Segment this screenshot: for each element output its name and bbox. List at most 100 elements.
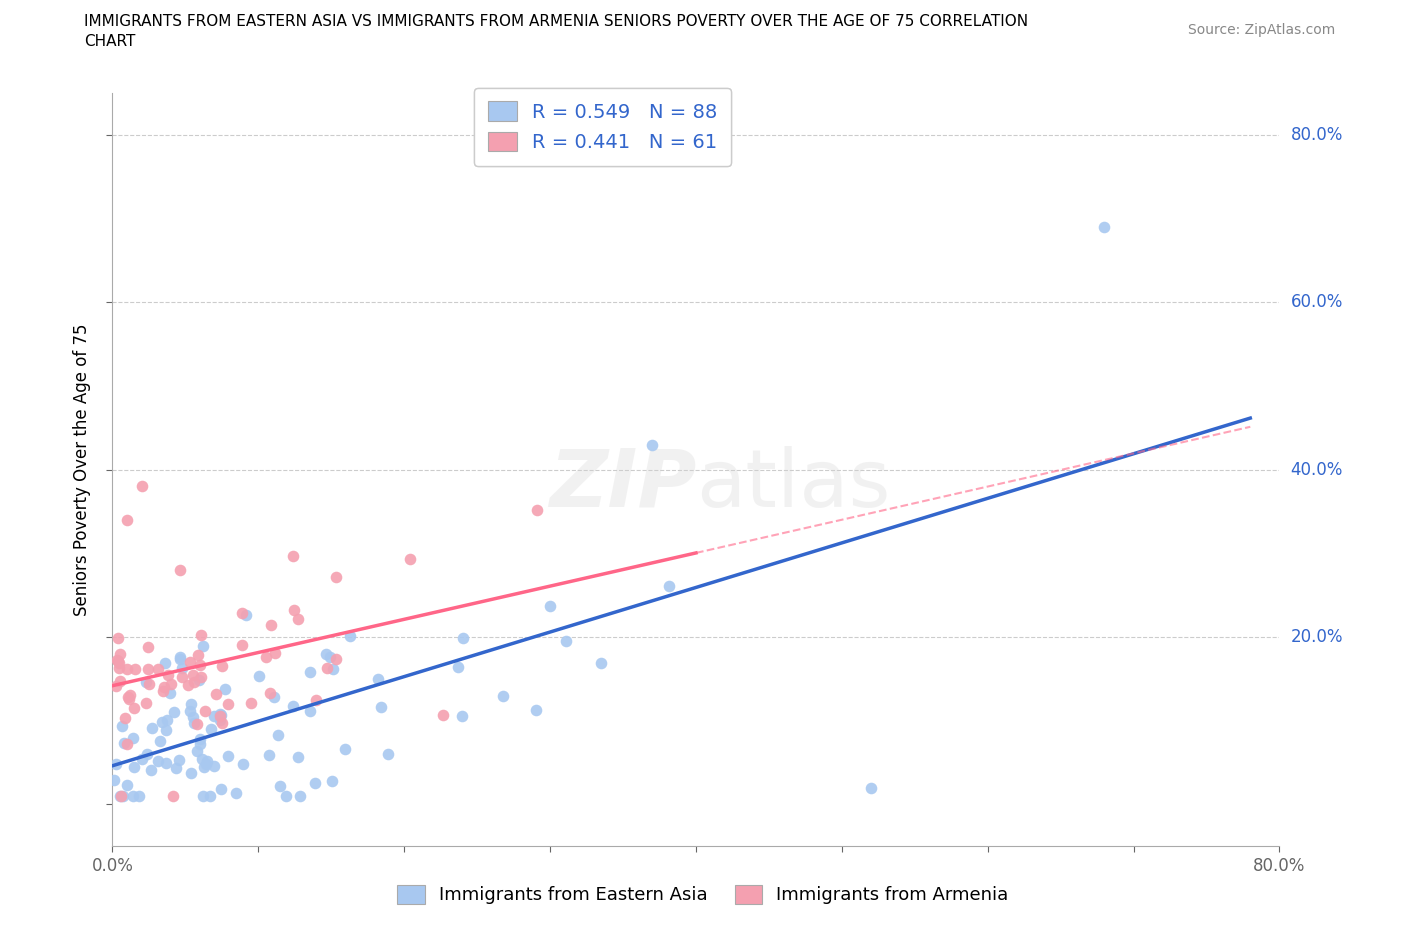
Text: IMMIGRANTS FROM EASTERN ASIA VS IMMIGRANTS FROM ARMENIA SENIORS POVERTY OVER THE: IMMIGRANTS FROM EASTERN ASIA VS IMMIGRAN… bbox=[84, 14, 1028, 29]
Point bbox=[156, 712, 179, 727]
Point bbox=[202, 708, 225, 723]
Point bbox=[247, 669, 270, 684]
Point bbox=[120, 687, 142, 702]
Point bbox=[136, 639, 159, 654]
Point bbox=[105, 653, 128, 668]
Point bbox=[122, 760, 145, 775]
Point bbox=[180, 697, 202, 711]
Point bbox=[225, 785, 247, 800]
Point bbox=[181, 668, 204, 683]
Point bbox=[149, 734, 172, 749]
Point bbox=[183, 674, 205, 689]
Point bbox=[115, 777, 138, 792]
Point bbox=[141, 720, 163, 735]
Point bbox=[108, 655, 131, 670]
Point bbox=[209, 781, 232, 796]
Point bbox=[112, 736, 135, 751]
Point bbox=[658, 578, 681, 593]
Point bbox=[122, 701, 145, 716]
Point bbox=[641, 437, 664, 452]
Point bbox=[190, 731, 212, 746]
Point bbox=[188, 672, 211, 687]
Point bbox=[153, 679, 176, 694]
Point bbox=[322, 661, 344, 676]
Point bbox=[260, 618, 283, 632]
Point bbox=[194, 703, 217, 718]
Point bbox=[325, 569, 347, 584]
Point bbox=[315, 647, 337, 662]
Point bbox=[170, 670, 193, 684]
Point bbox=[202, 759, 225, 774]
Point bbox=[107, 631, 129, 645]
Point bbox=[163, 704, 186, 719]
Point bbox=[231, 637, 253, 652]
Point bbox=[135, 696, 157, 711]
Point bbox=[146, 753, 169, 768]
Point bbox=[257, 748, 280, 763]
Point bbox=[447, 659, 470, 674]
Point bbox=[276, 789, 298, 804]
Point bbox=[214, 681, 236, 696]
Point bbox=[399, 551, 422, 566]
Point bbox=[194, 757, 217, 772]
Text: 20.0%: 20.0% bbox=[1291, 628, 1343, 646]
Point bbox=[211, 716, 233, 731]
Point bbox=[138, 676, 160, 691]
Point bbox=[114, 711, 136, 725]
Point bbox=[118, 692, 141, 707]
Point bbox=[538, 599, 561, 614]
Point bbox=[110, 789, 132, 804]
Point bbox=[211, 658, 233, 673]
Point bbox=[115, 661, 138, 676]
Point bbox=[860, 780, 883, 795]
Point bbox=[259, 685, 281, 700]
Point bbox=[526, 502, 548, 517]
Point bbox=[162, 789, 184, 804]
Point bbox=[209, 713, 232, 728]
Point bbox=[156, 667, 179, 682]
Point bbox=[193, 760, 215, 775]
Point bbox=[105, 757, 128, 772]
Point bbox=[122, 731, 145, 746]
Point bbox=[117, 690, 139, 705]
Point bbox=[153, 656, 176, 671]
Point bbox=[115, 737, 138, 751]
Point bbox=[591, 656, 613, 671]
Point bbox=[179, 703, 201, 718]
Point bbox=[524, 702, 547, 717]
Point bbox=[172, 660, 194, 675]
Point bbox=[112, 789, 135, 804]
Point bbox=[136, 661, 159, 676]
Point bbox=[110, 789, 132, 804]
Point bbox=[183, 716, 205, 731]
Point bbox=[191, 751, 214, 766]
Point bbox=[263, 689, 285, 704]
Point bbox=[287, 750, 309, 764]
Point bbox=[217, 697, 239, 711]
Point bbox=[231, 605, 253, 620]
Point bbox=[169, 651, 191, 666]
Point bbox=[180, 766, 202, 781]
Point bbox=[181, 710, 204, 724]
Point bbox=[190, 670, 212, 684]
Y-axis label: Seniors Poverty Over the Age of 75: Seniors Poverty Over the Age of 75 bbox=[73, 324, 91, 616]
Point bbox=[377, 747, 399, 762]
Point bbox=[103, 773, 125, 788]
Point bbox=[107, 660, 129, 675]
Point bbox=[139, 763, 162, 777]
Point bbox=[432, 707, 454, 722]
Point bbox=[325, 651, 347, 666]
Point bbox=[367, 671, 389, 686]
Legend: Immigrants from Eastern Asia, Immigrants from Armenia: Immigrants from Eastern Asia, Immigrants… bbox=[391, 878, 1015, 911]
Point bbox=[315, 660, 337, 675]
Point bbox=[281, 698, 304, 713]
Point bbox=[186, 716, 208, 731]
Point bbox=[492, 688, 515, 703]
Point bbox=[209, 708, 232, 723]
Point bbox=[288, 789, 311, 804]
Point bbox=[169, 650, 191, 665]
Point bbox=[264, 646, 287, 661]
Point bbox=[135, 675, 157, 690]
Point bbox=[235, 607, 257, 622]
Point bbox=[150, 715, 173, 730]
